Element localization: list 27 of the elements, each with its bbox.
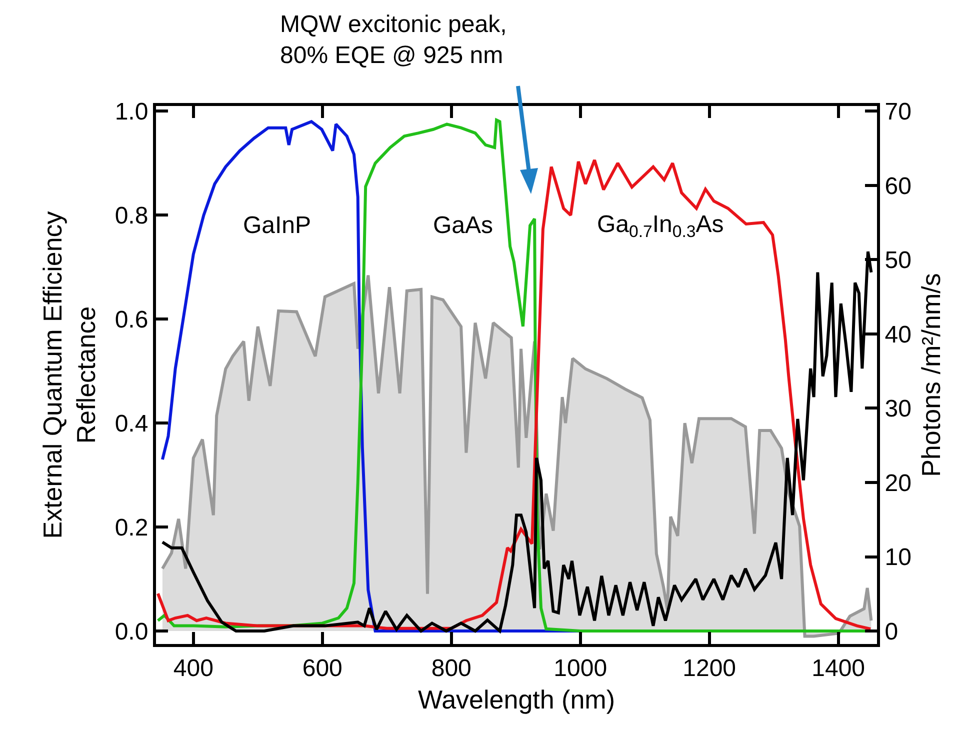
y-axis-title: External Quantum Efficiency Reflectance: [37, 211, 102, 539]
x-tick-label: 600: [302, 654, 342, 682]
y2-tick-label: 50: [884, 247, 912, 274]
x-tick-label: 1200: [682, 654, 736, 682]
series-label: Ga$_{0.7}$In$_{0.3}$As: [597, 211, 724, 242]
y-tick-label: 0.0: [114, 618, 148, 646]
y-tick-label: 0.8: [114, 202, 148, 230]
y-tick-label: 1.0: [114, 98, 148, 126]
text: MQW excitonic peak, 80% EQE @ 925 nm: [280, 11, 507, 70]
y2-tick-label: 70: [884, 98, 912, 126]
y2-tick-label: 40: [884, 321, 912, 348]
x-tick-label: 1000: [554, 654, 608, 682]
y-tick-label: 0.4: [114, 410, 148, 438]
y-tick-label: 0.2: [114, 514, 148, 542]
x-tick-label: 1400: [812, 654, 866, 682]
x-axis-title: Wavelength (nm): [418, 684, 615, 714]
y2-tick-label: 60: [884, 172, 912, 200]
y2-axis-title: Photons /m²/nm/s: [916, 273, 946, 477]
y2-tick-label: 20: [884, 470, 912, 497]
x-tick-label: 800: [431, 654, 472, 682]
y2-tick-label: 30: [884, 396, 912, 423]
y-tick-label: 0.6: [114, 306, 148, 334]
x-tick-label: 400: [173, 654, 214, 682]
y2-tick-label: 0: [884, 618, 898, 646]
series-label: GaInP: [243, 212, 312, 239]
series-label: GaAs: [433, 212, 494, 239]
y2-tick-label: 10: [884, 544, 912, 572]
